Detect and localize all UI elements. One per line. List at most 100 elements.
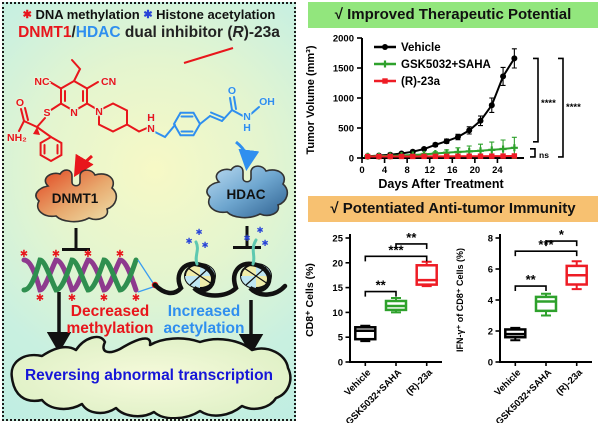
hdac-blob — [206, 165, 289, 219]
hdac-inhibition-tbar — [233, 226, 261, 249]
svg-text:10: 10 — [332, 308, 343, 319]
atom-n-hydroxamic: N — [243, 111, 251, 123]
compound-title: DNMT1/HDAC dual inhibitor (R)-23a — [4, 24, 294, 42]
svg-text:25: 25 — [332, 234, 343, 245]
reversing-transcription-label: Reversing abnormal transcription — [24, 367, 274, 384]
svg-text:ns: ns — [539, 150, 549, 160]
atom-o-amide: O — [16, 97, 24, 109]
svg-text:2000: 2000 — [333, 34, 354, 45]
svg-text:✱: ✱ — [36, 293, 44, 304]
legend-histone-acetylation: Histone acetylation — [156, 7, 276, 22]
svg-text:✱: ✱ — [116, 249, 124, 260]
svg-text:0: 0 — [359, 165, 364, 176]
svg-text:**: ** — [376, 278, 387, 293]
svg-text:****: **** — [566, 102, 581, 113]
methylation-star-icon: ✱ — [22, 9, 32, 21]
atom-nc: NC — [34, 76, 50, 88]
svg-text:0: 0 — [488, 358, 493, 369]
atom-h-hydroxamic: H — [243, 122, 251, 134]
svg-text:✱: ✱ — [256, 225, 263, 235]
dna-helix — [21, 257, 139, 293]
structure-blue-part — [154, 96, 260, 139]
svg-text:20: 20 — [470, 165, 481, 176]
atom-cn: CN — [101, 76, 116, 88]
svg-text:8: 8 — [488, 234, 493, 245]
title-leader-line — [183, 47, 234, 64]
hdac-label: HDAC — [227, 187, 266, 202]
atom-n-pyridine: N — [70, 107, 78, 119]
svg-text:**: ** — [526, 272, 537, 287]
svg-text:**: ** — [406, 230, 417, 245]
svg-text:5: 5 — [338, 333, 344, 344]
svg-text:(R)-23a: (R)-23a — [401, 76, 441, 88]
nucleosomes — [152, 261, 288, 298]
svg-text:(R)-23a: (R)-23a — [554, 367, 585, 398]
methylation-stars: ✱ ✱ ✱ ✱ ✱ ✱ ✱ ✱ — [20, 249, 140, 304]
structure-red-part — [18, 59, 148, 163]
legend-dna-methylation: DNA methylation — [35, 7, 140, 22]
svg-text:8: 8 — [404, 165, 409, 176]
red-curved-arrow — [73, 153, 94, 178]
atom-h-linker: H — [147, 112, 155, 124]
title-dnmt1: DNMT1 — [18, 24, 72, 41]
therapeutic-potential-title: √ Improved Therapeutic Potential — [308, 2, 598, 28]
svg-text:✱: ✱ — [84, 249, 92, 260]
increased-acetylation-label: Increased acetylation — [163, 303, 245, 338]
atom-oh: OH — [259, 96, 275, 108]
tumor-volume-chart: 0 500 1000 1500 2000 0 4 8 12 16 20 24 Tumor Volume … — [300, 30, 600, 194]
histone-tails — [194, 238, 258, 266]
svg-text:16: 16 — [447, 165, 458, 176]
svg-text:CD8⁺ Cells (%): CD8⁺ Cells (%) — [304, 263, 316, 337]
title-hdac: HDAC — [75, 24, 121, 41]
title-rest: dual inhibitor ( — [120, 24, 233, 41]
title-r-italic: R — [232, 24, 244, 41]
svg-text:24: 24 — [492, 165, 503, 176]
stereo-wedge — [33, 127, 40, 135]
svg-text:✱: ✱ — [132, 293, 140, 304]
svg-text:Days After Treatment: Days After Treatment — [378, 177, 504, 191]
svg-text:✱: ✱ — [243, 233, 250, 243]
svg-text:(R)-23a: (R)-23a — [404, 367, 435, 398]
marks-legend: ✱ DNA methylation ✱ Histone acetylation — [4, 7, 294, 22]
outcome-blob — [10, 335, 292, 419]
svg-text:✱: ✱ — [195, 227, 202, 237]
svg-text:✱: ✱ — [52, 249, 60, 260]
decreased-methylation-label: Decreased methylation — [66, 303, 154, 338]
title-rest2: )-23a — [243, 24, 280, 41]
zoom-lines — [137, 259, 154, 293]
svg-text:0: 0 — [338, 358, 343, 369]
svg-text:✱: ✱ — [68, 293, 76, 304]
mechanism-illustration: NC CN S N O NH₂ N H N O N H OH DNMT1 HDA… — [6, 47, 292, 419]
atom-s: S — [43, 107, 50, 119]
atom-n-linker: N — [147, 123, 155, 135]
svg-text:****: **** — [541, 98, 556, 109]
atom-nh2: NH₂ — [7, 132, 27, 144]
svg-text:IFN-γ⁺ of CD8⁺ Cells (%): IFN-γ⁺ of CD8⁺ Cells (%) — [455, 248, 465, 352]
svg-text:✱: ✱ — [185, 236, 192, 246]
svg-text:20: 20 — [332, 258, 343, 269]
svg-text:✱: ✱ — [20, 249, 28, 260]
dnmt1-label: DNMT1 — [52, 191, 99, 206]
svg-text:500: 500 — [338, 124, 354, 135]
blue-curved-arrow — [235, 140, 260, 171]
atom-o-carbonyl: O — [228, 85, 236, 97]
atom-n-piperidine: N — [95, 106, 103, 118]
svg-text:1000: 1000 — [333, 94, 354, 105]
mechanism-panel: ✱ DNA methylation ✱ Histone acetylation … — [2, 2, 296, 421]
svg-text:✱: ✱ — [261, 238, 268, 248]
svg-text:4: 4 — [382, 165, 388, 176]
svg-text:Tumor Volume (mm³): Tumor Volume (mm³) — [305, 45, 317, 154]
antitumor-immunity-title: √ Potentiated Anti-tumor Immunity — [308, 196, 598, 222]
svg-text:6: 6 — [488, 265, 493, 276]
svg-text:✱: ✱ — [201, 240, 208, 250]
dnmt1-blob — [35, 169, 118, 223]
svg-text:2: 2 — [488, 327, 493, 338]
svg-text:GSK5032+SAHA: GSK5032+SAHA — [401, 59, 491, 71]
svg-text:✱: ✱ — [100, 293, 108, 304]
acetylation-stars: ✱✱✱ ✱✱✱ — [185, 225, 268, 250]
svg-text:*: * — [559, 227, 565, 242]
svg-text:Vehicle: Vehicle — [401, 42, 441, 54]
svg-text:4: 4 — [488, 296, 494, 307]
